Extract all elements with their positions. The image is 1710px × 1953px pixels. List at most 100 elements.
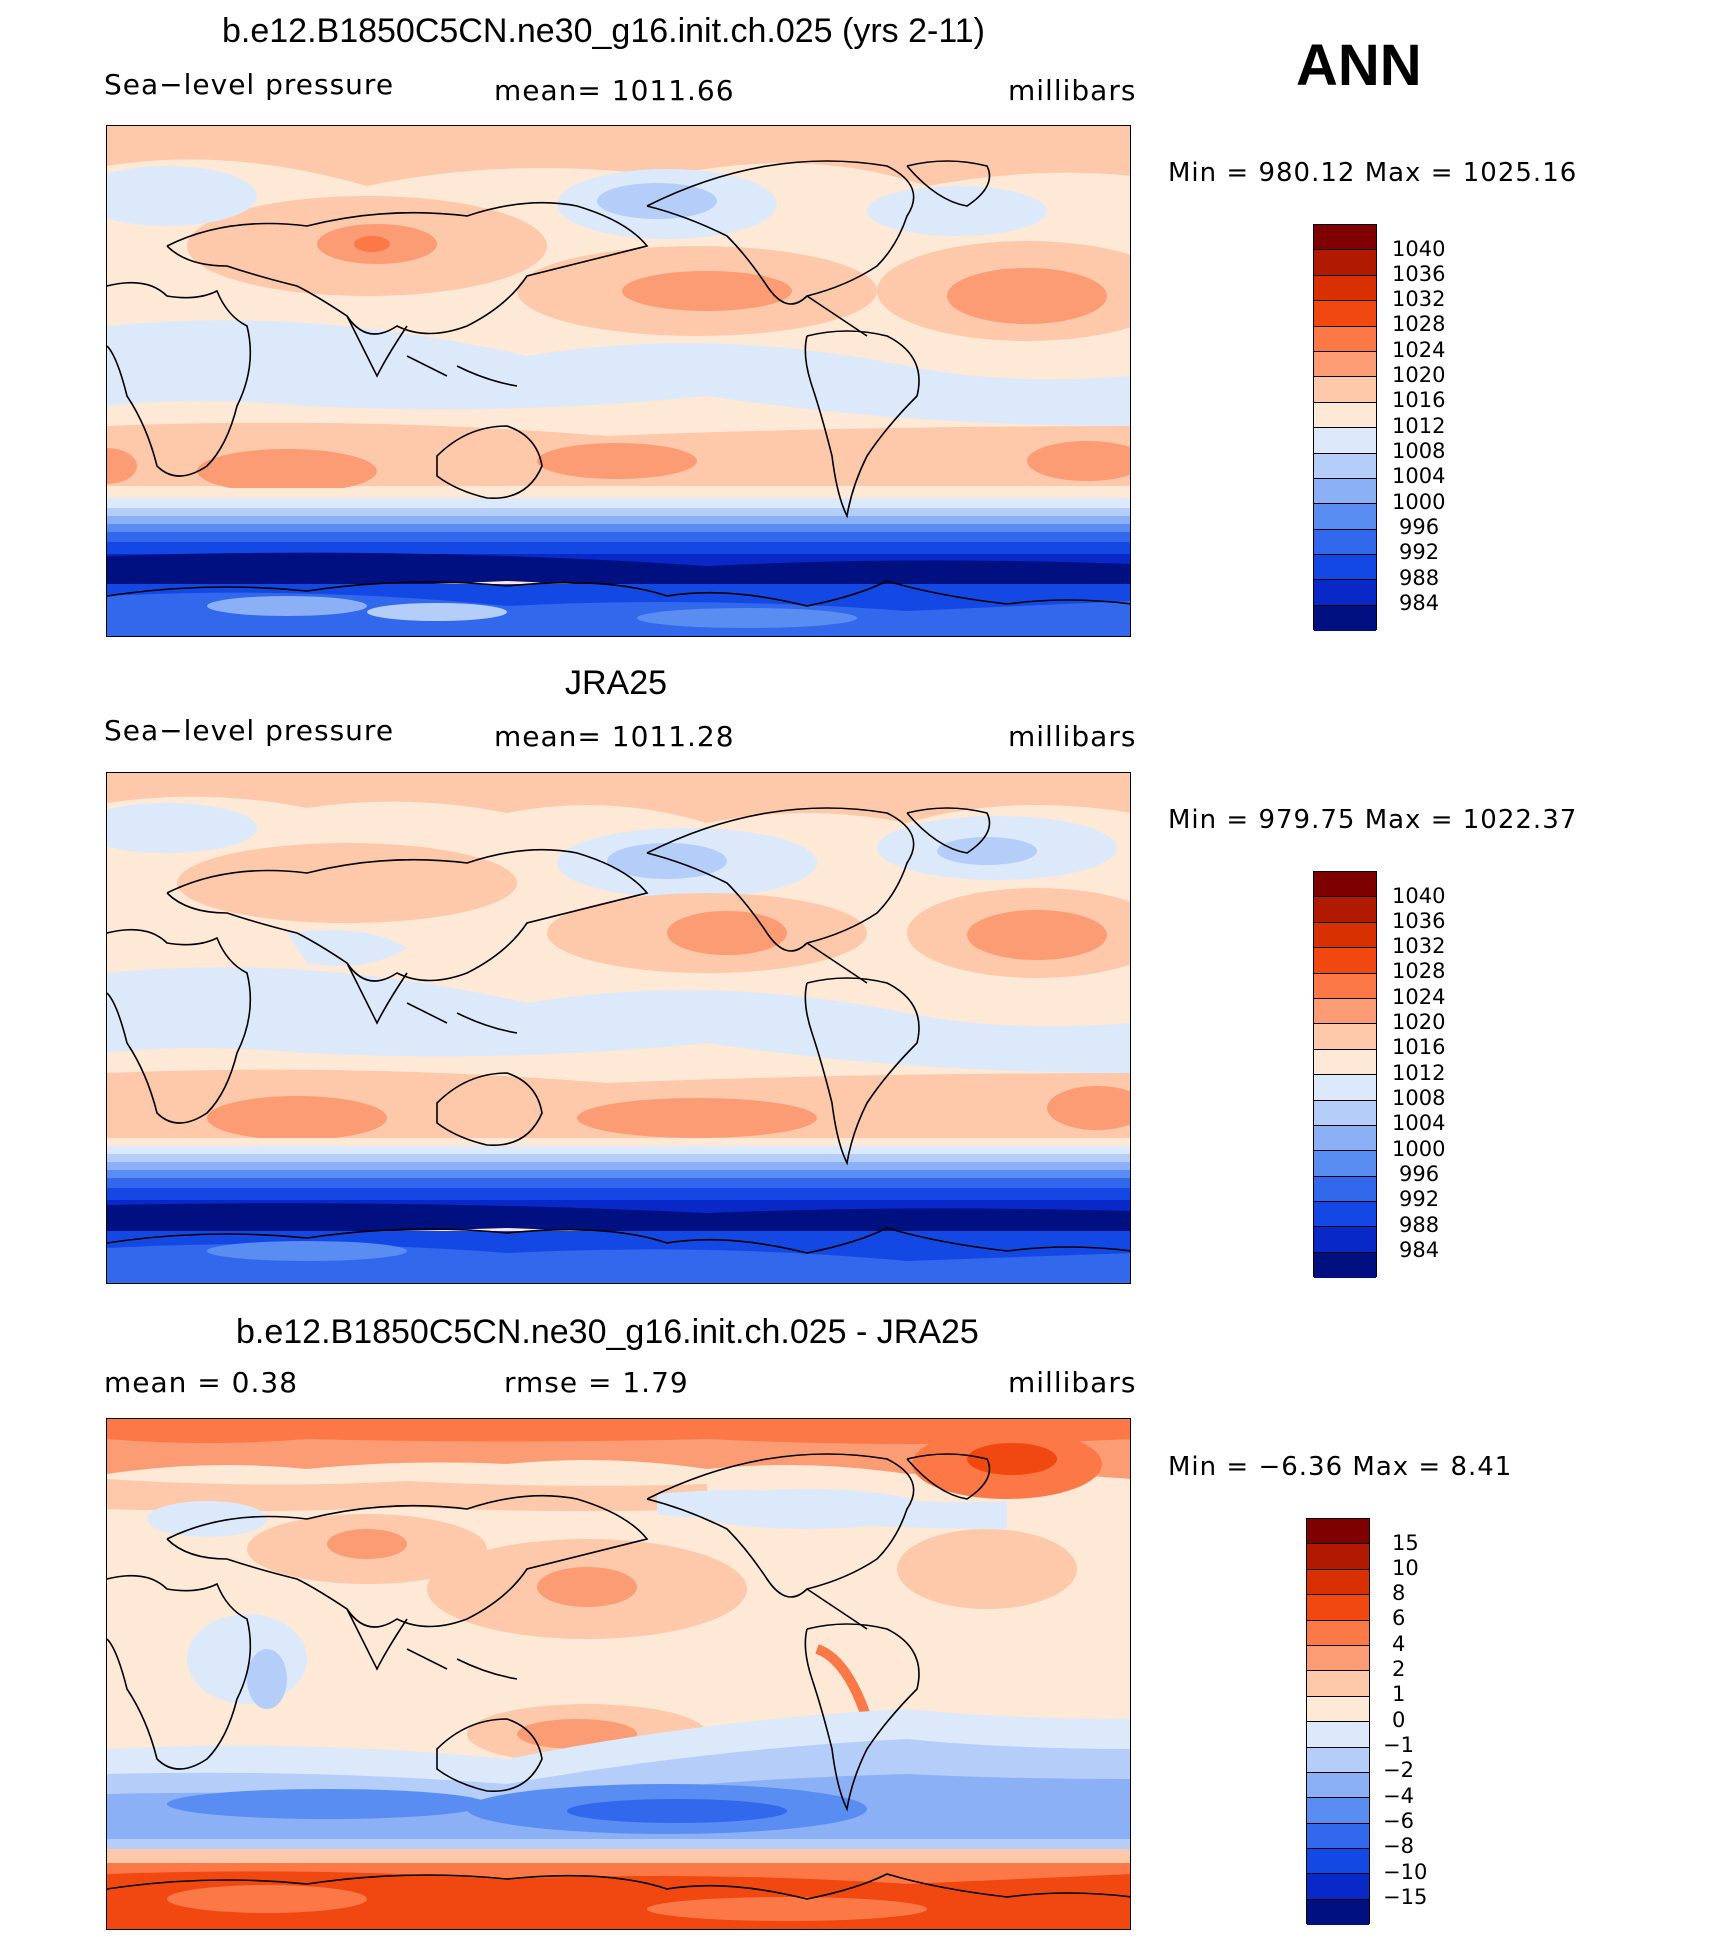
colorbar-swatch — [1307, 1544, 1369, 1570]
colorbar-swatch — [1314, 1125, 1376, 1152]
colorbar-tick-label: 1000 — [1392, 1137, 1446, 1161]
colorbar-swatch — [1314, 1252, 1376, 1279]
colorbar-tick-label: 1016 — [1392, 1035, 1446, 1059]
colorbar-swatch — [1307, 1569, 1369, 1596]
colorbar-swatch — [1314, 428, 1376, 454]
colorbar-swatch — [1314, 478, 1376, 505]
colorbar-tick-label: 992 — [1399, 540, 1440, 564]
colorbar-tick-label: 1040 — [1392, 884, 1446, 908]
colorbar-tick-label: 1 — [1392, 1682, 1406, 1706]
colorbar-model — [1313, 224, 1377, 632]
colorbar-tick-label: −6 — [1383, 1809, 1414, 1833]
colorbar-swatch — [1314, 1176, 1376, 1203]
map-model-slp — [106, 125, 1131, 637]
colorbar-swatch — [1314, 998, 1376, 1025]
colorbar-tick-label: 1008 — [1392, 1086, 1446, 1110]
colorbar-tick-label: −15 — [1383, 1885, 1428, 1909]
colorbar-swatch — [1314, 605, 1376, 632]
min-max-label: Min = 980.12 Max = 1025.16 — [1168, 158, 1578, 188]
colorbar-swatch — [1307, 1772, 1369, 1799]
colorbar-swatch — [1307, 1747, 1369, 1773]
colorbar-swatch — [1314, 1227, 1376, 1253]
colorbar-swatch — [1314, 529, 1376, 556]
colorbar-tick-label: 984 — [1399, 591, 1440, 615]
colorbar-swatch — [1307, 1798, 1369, 1824]
colorbar-swatch — [1314, 1075, 1376, 1101]
colorbar-tick-label: 996 — [1399, 1162, 1440, 1186]
colorbar-swatch — [1314, 922, 1376, 949]
colorbar-tick-label: 1020 — [1392, 1010, 1446, 1034]
colorbar-tick-label: 6 — [1392, 1606, 1406, 1630]
colorbar-diff — [1306, 1518, 1370, 1926]
colorbar-swatch — [1307, 1519, 1369, 1545]
colorbar-tick-label: 1008 — [1392, 439, 1446, 463]
colorbar-swatch — [1314, 555, 1376, 581]
colorbar-tick-label: 1028 — [1392, 312, 1446, 336]
colorbar-swatch — [1314, 275, 1376, 302]
colorbar-tick-label: 988 — [1399, 1213, 1440, 1237]
panel-title: JRA25 — [565, 664, 668, 702]
colorbar-tick-label: 1024 — [1392, 985, 1446, 1009]
colorbar-swatch — [1307, 1722, 1369, 1748]
colorbar-tick-label: 992 — [1399, 1187, 1440, 1211]
colorbar-tick-label: −10 — [1383, 1860, 1428, 1884]
colorbar-tick-label: −8 — [1383, 1834, 1414, 1858]
colorbar-swatch — [1307, 1671, 1369, 1697]
colorbar-swatch — [1314, 1100, 1376, 1126]
colorbar-tick-label: 10 — [1392, 1556, 1419, 1580]
panel-title: b.e12.B1850C5CN.ne30_g16.init.ch.025 (yr… — [222, 12, 985, 50]
colorbar-tick-label: 4 — [1392, 1632, 1406, 1656]
colorbar-swatch — [1314, 250, 1376, 276]
colorbar-swatch — [1307, 1823, 1369, 1850]
season-label: ANN — [1296, 33, 1422, 98]
colorbar-swatch — [1314, 1151, 1376, 1177]
mean-label: mean= 1011.28 — [494, 720, 735, 753]
colorbar-swatch — [1307, 1849, 1369, 1875]
colorbar-tick-label: 1040 — [1392, 237, 1446, 261]
units-label: millibars — [1008, 74, 1137, 107]
colorbar-swatch — [1314, 1202, 1376, 1228]
colorbar-tick-label: −4 — [1383, 1784, 1414, 1808]
min-max-label: Min = −6.36 Max = 8.41 — [1168, 1452, 1513, 1482]
colorbar-tick-label: 1032 — [1392, 934, 1446, 958]
variable-label: Sea−level pressure — [104, 68, 395, 101]
colorbar-tick-label: 1024 — [1392, 338, 1446, 362]
colorbar-tick-label: 1004 — [1392, 464, 1446, 488]
colorbar-tick-label: 1016 — [1392, 388, 1446, 412]
panel-title: b.e12.B1850C5CN.ne30_g16.init.ch.025 - J… — [236, 1313, 979, 1351]
colorbar-obs — [1313, 871, 1377, 1279]
colorbar-swatch — [1314, 402, 1376, 429]
colorbar-tick-label: 8 — [1392, 1581, 1406, 1605]
variable-label: Sea−level pressure — [104, 714, 395, 747]
mean-label: mean = 0.38 — [104, 1366, 299, 1399]
colorbar-tick-label: 1036 — [1392, 262, 1446, 286]
colorbar-tick-label: 1020 — [1392, 363, 1446, 387]
colorbar-swatch — [1314, 377, 1376, 403]
map-obs-slp — [106, 772, 1131, 1284]
colorbar-swatch — [1314, 872, 1376, 898]
colorbar-swatch — [1307, 1620, 1369, 1646]
colorbar-swatch — [1314, 301, 1376, 327]
colorbar-swatch — [1307, 1595, 1369, 1621]
colorbar-tick-label: 0 — [1392, 1708, 1406, 1732]
colorbar-swatch — [1314, 326, 1376, 352]
colorbar-tick-label: −1 — [1383, 1733, 1414, 1757]
colorbar-swatch — [1314, 453, 1376, 479]
colorbar-swatch — [1314, 948, 1376, 974]
colorbar-swatch — [1314, 1049, 1376, 1076]
units-label: millibars — [1008, 720, 1137, 753]
colorbar-tick-label: 984 — [1399, 1238, 1440, 1262]
mean-label: mean= 1011.66 — [494, 74, 735, 107]
colorbar-tick-label: 1032 — [1392, 287, 1446, 311]
units-label: millibars — [1008, 1366, 1137, 1399]
colorbar-swatch — [1314, 580, 1376, 606]
colorbar-tick-label: 1012 — [1392, 1061, 1446, 1085]
min-max-label: Min = 979.75 Max = 1022.37 — [1168, 805, 1578, 835]
colorbar-swatch — [1314, 973, 1376, 999]
colorbar-swatch — [1314, 504, 1376, 530]
colorbar-tick-label: 1004 — [1392, 1111, 1446, 1135]
colorbar-tick-label: −2 — [1383, 1758, 1414, 1782]
colorbar-tick-label: 2 — [1392, 1657, 1406, 1681]
colorbar-tick-label: 1028 — [1392, 959, 1446, 983]
colorbar-swatch — [1307, 1874, 1369, 1900]
